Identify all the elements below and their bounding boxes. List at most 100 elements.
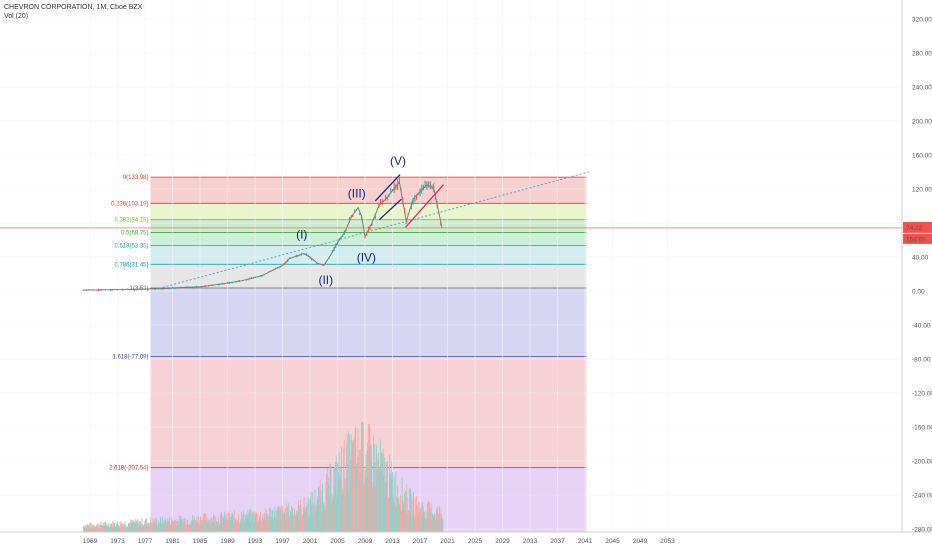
volume-bar xyxy=(378,452,380,532)
volume-bar xyxy=(406,484,408,532)
volume-bar xyxy=(409,488,411,532)
volume-bar xyxy=(311,513,313,532)
volume-bar xyxy=(433,513,435,532)
volume-bar xyxy=(110,527,111,532)
volume-bar xyxy=(276,507,278,532)
volume-bar xyxy=(346,434,348,532)
volume-bar xyxy=(407,513,409,532)
volume-bar xyxy=(199,525,201,532)
volume-bar xyxy=(265,508,267,532)
volume-bar xyxy=(236,522,238,532)
volume-bar xyxy=(276,510,278,532)
volume-bar xyxy=(177,519,178,532)
volume-bar xyxy=(261,517,263,532)
volume-bar xyxy=(214,515,216,532)
volume-bar xyxy=(326,473,327,532)
volume-bar xyxy=(137,519,139,532)
volume-bar xyxy=(153,521,154,532)
volume-bar xyxy=(228,520,229,532)
volume-bar xyxy=(178,521,180,532)
volume-bar xyxy=(95,527,97,532)
volume-bar xyxy=(401,510,402,532)
volume-bar xyxy=(328,496,330,532)
trendlines[interactable] xyxy=(158,171,589,289)
volume-bar xyxy=(275,519,277,532)
volume-bar xyxy=(332,496,334,532)
volume-bar xyxy=(273,511,275,532)
x-tick-label: 2049 xyxy=(633,538,648,545)
volume-bar xyxy=(174,519,176,532)
volume-indicator-label[interactable]: Vol (20) xyxy=(4,13,29,20)
x-tick-label: 1997 xyxy=(275,538,290,545)
volume-bar xyxy=(256,521,258,532)
volume-bar xyxy=(353,483,355,532)
volume-bar xyxy=(350,459,352,532)
volume-bar xyxy=(370,445,372,532)
volume-bar xyxy=(182,518,184,532)
volume-bar xyxy=(385,482,386,532)
volume-bar xyxy=(285,503,287,532)
volume-bar xyxy=(318,487,320,532)
volume-bar xyxy=(118,527,120,532)
volume-bar xyxy=(272,518,274,532)
volume-bar xyxy=(233,510,235,532)
volume-bar xyxy=(142,526,144,532)
volume-bar xyxy=(221,512,223,532)
volume-bar xyxy=(136,522,138,532)
volume-bar xyxy=(121,524,123,532)
volume-bar xyxy=(286,519,288,532)
y-tick-label: 40.00 xyxy=(912,255,929,262)
volume-bar xyxy=(264,519,266,532)
volume-bar xyxy=(389,455,390,532)
volume-bar xyxy=(397,499,399,532)
volume-bar xyxy=(106,525,108,532)
fib-zone xyxy=(150,177,587,204)
volume-bar xyxy=(386,460,388,532)
volume-bar xyxy=(250,509,252,532)
volume-bar xyxy=(373,435,374,532)
volume-bar xyxy=(113,522,115,532)
price-axis[interactable]: 360.00320.00280.00240.00200.00160.00120.… xyxy=(901,0,932,534)
volume-bar xyxy=(129,526,131,532)
volume-bar xyxy=(440,518,441,532)
volume-bar xyxy=(104,521,106,532)
volume-bar xyxy=(246,515,248,532)
volume-bar xyxy=(232,512,233,532)
volume-bar xyxy=(280,519,282,532)
volume-bar xyxy=(348,494,350,532)
volume-bar xyxy=(109,523,111,532)
volume-bar xyxy=(154,519,156,532)
fib-zone xyxy=(150,287,587,357)
volume-bar xyxy=(240,519,242,532)
volume-bar xyxy=(297,501,299,532)
volume-bar xyxy=(153,523,155,532)
volume-bar xyxy=(358,479,360,532)
trendline-wedge-lower xyxy=(378,198,402,221)
volume-bar xyxy=(349,485,351,532)
volume-bar xyxy=(184,517,186,532)
volume-bar xyxy=(413,517,415,532)
volume-bar xyxy=(334,466,336,532)
volume-bar xyxy=(211,521,213,532)
volume-bar xyxy=(159,523,161,532)
y-tick-label: -120.00 xyxy=(912,391,932,398)
volume-bar xyxy=(385,461,387,532)
volume-bar xyxy=(358,457,360,532)
volume-bar xyxy=(368,447,370,532)
volume-bar xyxy=(216,524,218,532)
volume-bar xyxy=(197,524,199,532)
volume-bar xyxy=(120,526,122,532)
volume-bar xyxy=(98,527,99,532)
volume-bar xyxy=(161,523,162,532)
countdown-value: 15d 6h xyxy=(906,236,926,243)
time-axis[interactable]: 1969 1973 1977 1981 1985 1989 1993 1997 2001 2005… xyxy=(0,531,932,545)
volume-bar xyxy=(191,515,193,532)
volume-bar xyxy=(280,508,282,532)
volume-bar xyxy=(398,503,400,532)
volume-bar xyxy=(131,523,133,532)
volume-bar xyxy=(284,512,286,532)
volume-bar xyxy=(350,434,352,532)
volume-bar xyxy=(200,524,202,532)
volume-bar xyxy=(327,468,329,532)
